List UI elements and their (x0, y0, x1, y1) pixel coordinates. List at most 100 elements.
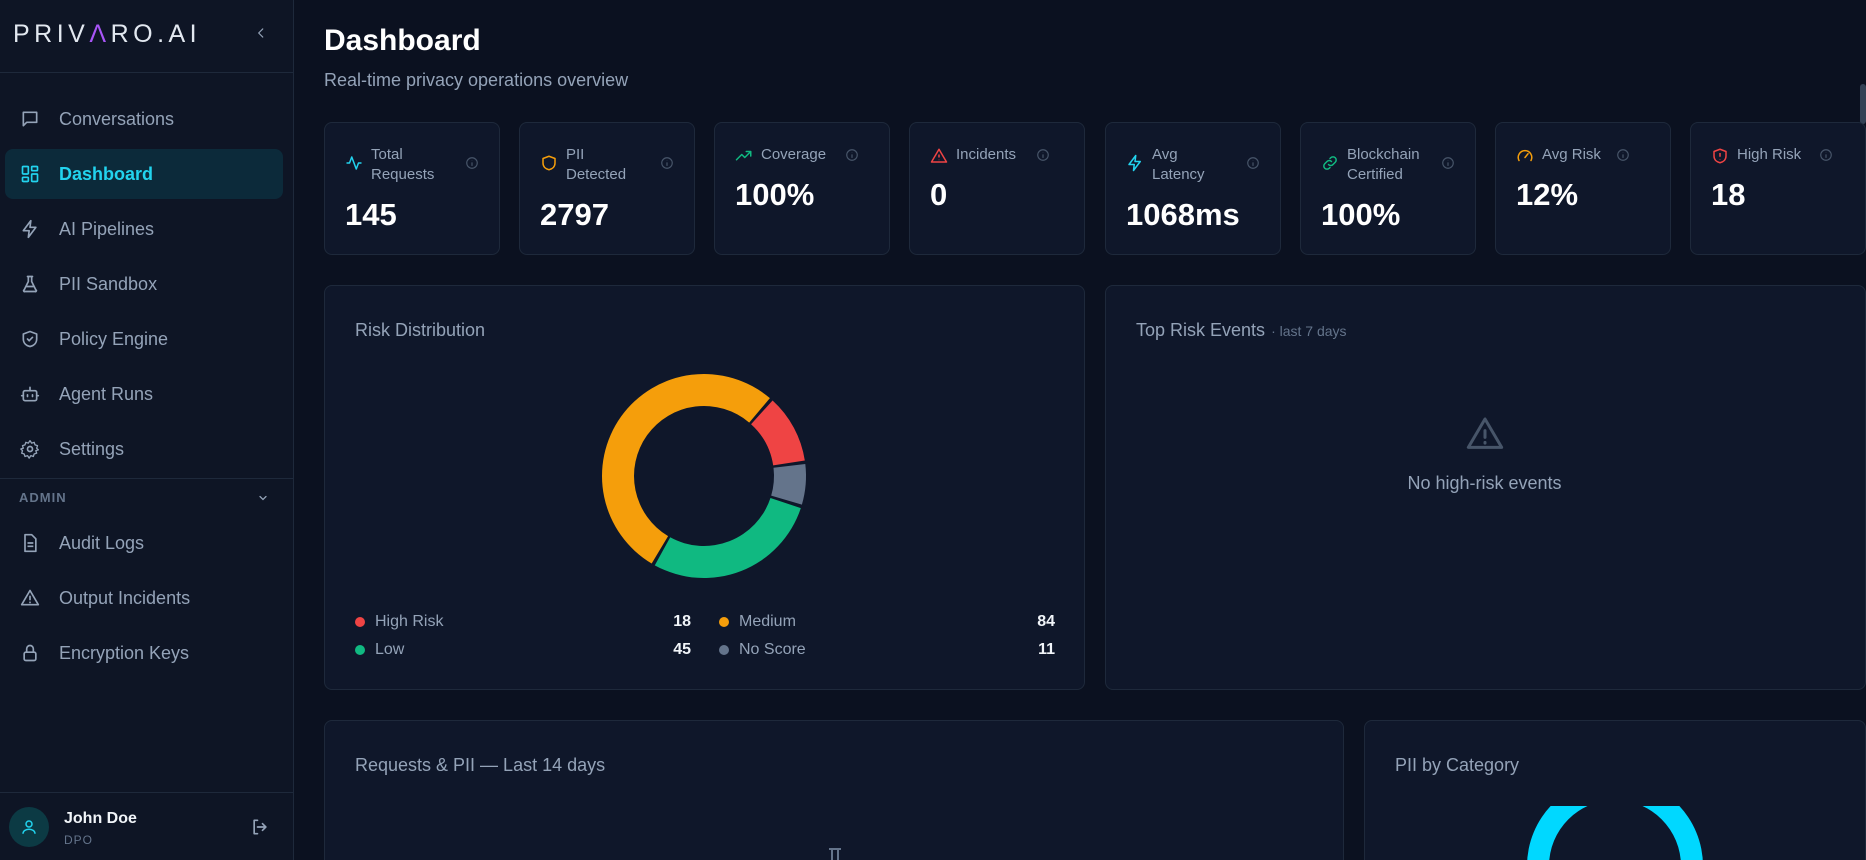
donut-slice-no-score[interactable] (771, 464, 806, 505)
pii-category-segment (1527, 806, 1703, 860)
kpi-label: PII Detected (566, 146, 627, 183)
legend-dot (355, 617, 365, 627)
flask-icon (20, 274, 40, 294)
bot-icon (20, 384, 40, 404)
card-title: Top Risk Events · last 7 days (1136, 320, 1347, 341)
sidebar-item-pii-sandbox[interactable]: PII Sandbox (5, 259, 283, 309)
logout-icon (253, 819, 267, 835)
donut-slice-medium[interactable] (601, 373, 770, 564)
sidebar-item-label: Settings (59, 438, 125, 459)
sidebar-item-policy-engine[interactable]: Policy Engine (5, 314, 283, 364)
document-icon (20, 533, 40, 553)
empty-state: No high-risk events (1106, 414, 1863, 494)
sidebar-item-dashboard[interactable]: Dashboard (5, 149, 283, 199)
requests-pii-card: Requests & PII — Last 14 days (324, 720, 1344, 860)
info-icon[interactable] (845, 148, 859, 162)
user-role: DPO (64, 833, 94, 847)
kpi-total-requests: Total Requests 145 (324, 122, 500, 255)
legend-label: No Score (739, 641, 806, 658)
brand-logo-text: PRIVΛRO.AI (13, 19, 202, 48)
kpi-label: Coverage (761, 146, 827, 163)
activity-icon (346, 156, 362, 170)
sidebar-item-label: PII Sandbox (59, 273, 158, 294)
kpi-value: 100% (735, 177, 815, 212)
info-icon[interactable] (660, 156, 674, 170)
dashboard-icon (20, 164, 40, 184)
donut-slice-low[interactable] (654, 498, 801, 578)
pii-by-category-card: PII by Category (1364, 720, 1866, 860)
avatar[interactable] (9, 807, 49, 847)
sidebar-item-label: AI Pipelines (59, 218, 155, 239)
kpi-label: Avg Latency (1152, 146, 1205, 183)
warning-icon (930, 148, 948, 163)
sidebar-item-audit-logs[interactable]: Audit Logs (5, 518, 283, 568)
sidebar-item-encryption-keys[interactable]: Encryption Keys (5, 628, 283, 678)
sidebar-item-ai-pipelines[interactable]: AI Pipelines (5, 204, 283, 254)
info-icon[interactable] (1246, 156, 1260, 170)
kpi-coverage: Coverage 100% (714, 122, 890, 255)
sidebar-item-label: Output Incidents (59, 587, 191, 608)
lock-icon (20, 643, 40, 663)
legend-dot (719, 617, 729, 627)
kpi-value: 12% (1516, 177, 1579, 212)
kpi-value: 1068ms (1126, 197, 1240, 232)
sidebar-item-label: Conversations (59, 108, 175, 129)
info-icon[interactable] (1616, 148, 1630, 162)
kpi-label: High Risk (1737, 146, 1802, 163)
kpi-incidents: Incidents 0 (909, 122, 1085, 255)
link-icon (1323, 156, 1337, 170)
chart-handle-icon (829, 848, 841, 860)
risk-donut-chart (601, 373, 806, 578)
user-name: John Doe (64, 810, 137, 827)
legend-item-high-risk[interactable]: High Risk 18 (355, 613, 691, 631)
page-subtitle: Real-time privacy operations overview (324, 70, 629, 90)
kpi-high-risk: High Risk 18 (1690, 122, 1866, 255)
empty-state-message: No high-risk events (1407, 473, 1562, 493)
collapse-sidebar-button[interactable] (250, 22, 272, 44)
kpi-label: Total Requests (371, 146, 435, 183)
sidebar: PRIVΛRO.AI Conversations Dashboard AI Pi… (0, 0, 294, 860)
kpi-value: 145 (345, 197, 397, 232)
card-subtitle: · last 7 days (1271, 323, 1347, 339)
legend-value: 18 (673, 613, 691, 630)
legend-value: 11 (1038, 641, 1055, 658)
admin-section-toggle[interactable]: ADMIN (19, 490, 269, 505)
card-title: Requests & PII — Last 14 days (355, 755, 606, 775)
sidebar-item-label: Dashboard (59, 163, 154, 184)
user-profile: John Doe DPO (0, 792, 294, 860)
sidebar-item-settings[interactable]: Settings (5, 424, 283, 474)
kpi-value: 2797 (540, 197, 609, 232)
sidebar-item-label: Agent Runs (59, 383, 154, 404)
scrollbar-thumb[interactable] (1860, 84, 1866, 124)
bolt-icon (1128, 154, 1141, 172)
legend-item-low[interactable]: Low 45 (355, 641, 691, 659)
gear-icon (20, 439, 40, 459)
card-title-text: Top Risk Events (1136, 320, 1266, 340)
info-icon[interactable] (1036, 148, 1050, 162)
kpi-label: Blockchain Certified (1347, 146, 1420, 183)
legend-dot (719, 645, 729, 655)
warning-icon (20, 588, 40, 608)
legend-item-no-score[interactable]: No Score 11 (719, 641, 1055, 659)
info-icon[interactable] (465, 156, 479, 170)
risk-distribution-card: Risk Distribution High Risk 18 Medium 84… (324, 285, 1085, 690)
legend-dot (355, 645, 365, 655)
logout-button[interactable] (250, 817, 270, 837)
legend-item-medium[interactable]: Medium 84 (719, 613, 1055, 631)
donut-slice-high-risk[interactable] (751, 400, 805, 466)
pii-category-donut (1527, 806, 1703, 860)
brand-logo[interactable]: PRIVΛRO.AI (13, 20, 201, 48)
sidebar-item-conversations[interactable]: Conversations (5, 94, 283, 144)
kpi-value: 18 (1711, 177, 1746, 212)
sidebar-item-agent-runs[interactable]: Agent Runs (5, 369, 283, 419)
legend-value: 45 (673, 641, 691, 658)
kpi-label: Avg Risk (1542, 146, 1601, 163)
info-icon[interactable] (1819, 148, 1833, 162)
kpi-value: 0 (930, 177, 948, 212)
shield-icon (542, 155, 556, 171)
bolt-icon (20, 219, 40, 239)
shield-check-icon (20, 329, 40, 349)
sidebar-item-output-incidents[interactable]: Output Incidents (5, 573, 283, 623)
info-icon[interactable] (1441, 156, 1455, 170)
